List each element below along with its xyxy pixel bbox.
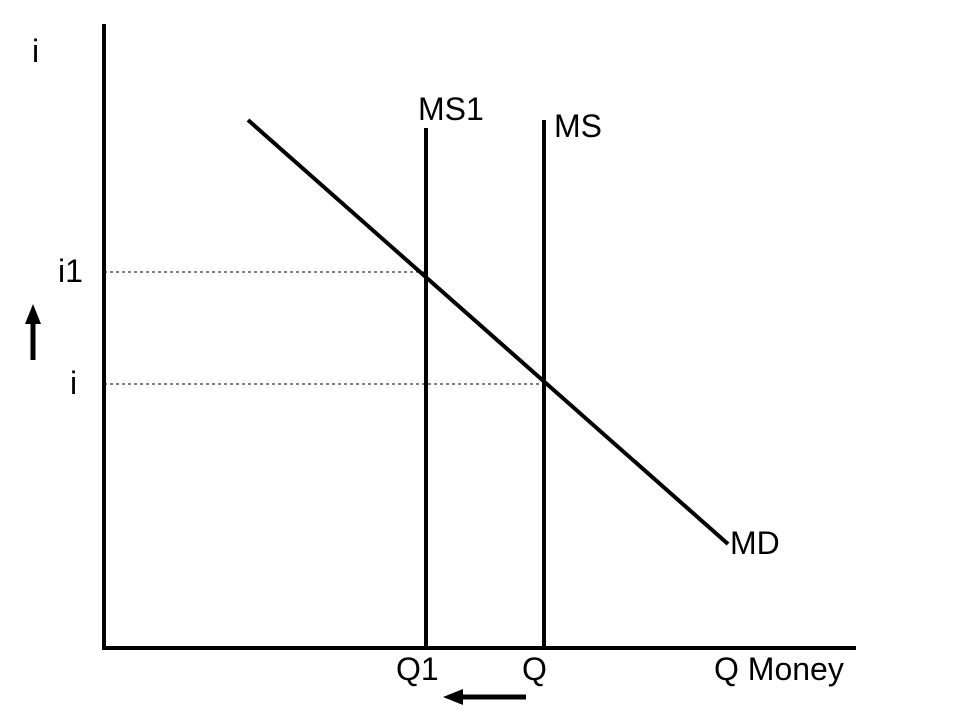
i1-tick-label: i1 [58,253,83,289]
up-arrow-icon [25,304,41,360]
x-axis-label: Q Money [714,651,844,687]
md-curve [246,118,730,546]
q1-tick-label: Q1 [396,651,439,687]
y-axis-label: i [32,33,39,69]
ms-label: MS [554,108,602,144]
left-arrow-icon [443,689,526,705]
i-tick-label: i [70,365,77,401]
q-tick-label: Q [522,651,547,687]
ms1-label: MS1 [418,91,484,127]
md-label: MD [730,525,780,561]
